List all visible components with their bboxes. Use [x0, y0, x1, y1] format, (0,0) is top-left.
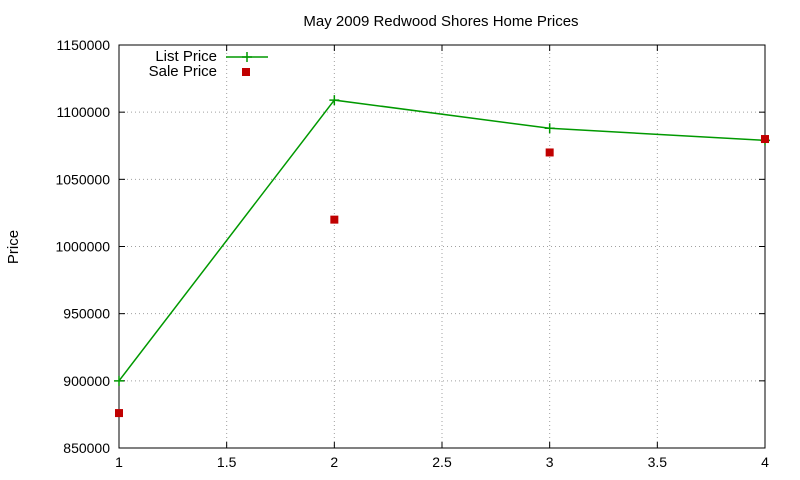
legend-marker-sale-price [242, 68, 250, 76]
point-list-price [329, 95, 340, 106]
series-layer [114, 95, 770, 418]
x-tick-label: 2 [330, 454, 338, 470]
y-tick-label: 950000 [63, 306, 110, 322]
y-axis-label: Price [5, 230, 22, 264]
point-list-price [114, 375, 124, 386]
legend-label-sale-price: Sale Price [149, 63, 217, 80]
legend: List Price Sale Price [149, 48, 268, 80]
x-tick-label: 3 [546, 454, 554, 470]
point-list-price [544, 123, 555, 134]
x-tick-label: 4 [761, 454, 769, 470]
chart-title: May 2009 Redwood Shores Home Prices [303, 13, 578, 30]
point-sale-price [115, 409, 123, 418]
tick-layer: 1 1.5 2 2.5 3 3.5 4 850000 900000 950000 1000000 10… [55, 37, 769, 470]
x-tick-label: 1 [115, 454, 123, 470]
legend-marker-list-price [242, 52, 252, 62]
point-sale-price [330, 215, 339, 224]
y-tick-label: 1100000 [57, 104, 111, 120]
x-tick-label: 1.5 [217, 454, 237, 470]
y-tick-label: 850000 [63, 440, 110, 456]
y-tick-label: 1050000 [55, 171, 110, 187]
y-tick-label: 900000 [63, 373, 110, 389]
legend-label-list-price: List Price [155, 48, 217, 65]
point-sale-price [761, 135, 769, 144]
grid-layer [119, 45, 765, 448]
point-sale-price [545, 148, 554, 157]
y-tick-label: 1000000 [55, 239, 110, 255]
x-tick-label: 2.5 [432, 454, 452, 470]
series-line-list-price [118, 99, 766, 382]
y-tick-label: 1150000 [57, 37, 111, 53]
x-tick-label: 3.5 [648, 454, 668, 470]
